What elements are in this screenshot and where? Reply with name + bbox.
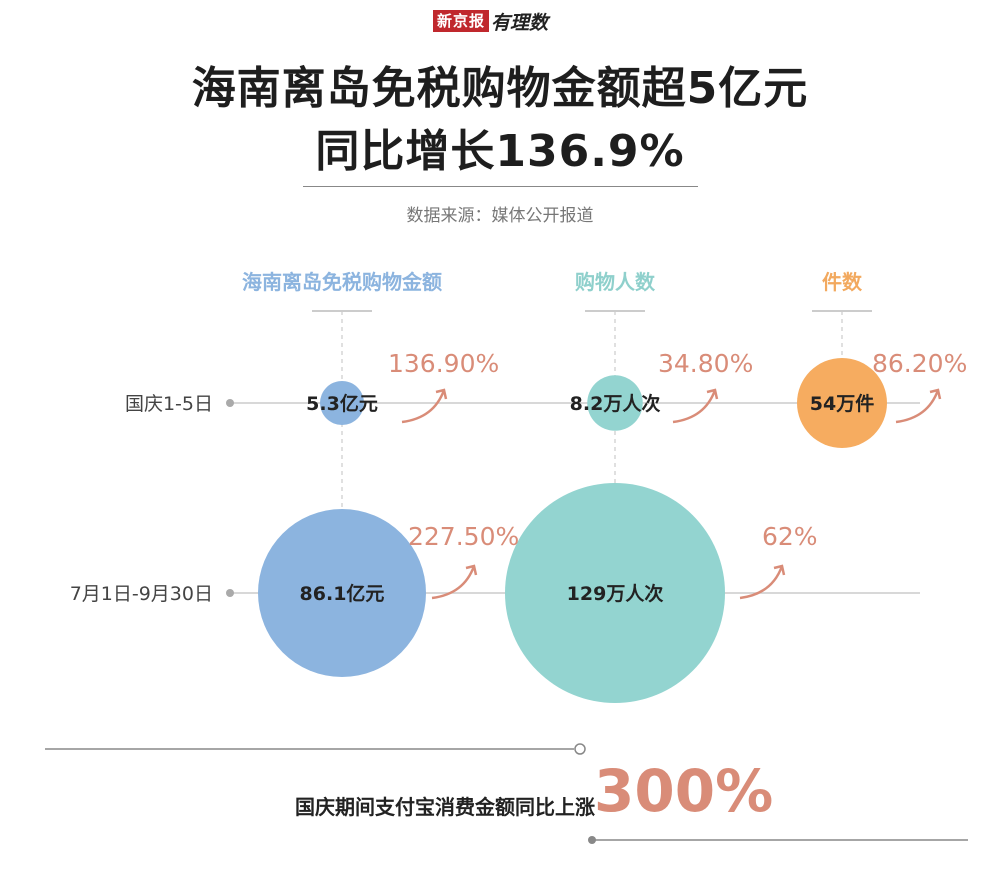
column-label: 海南离岛免税购物金额 [242, 270, 442, 294]
growth-arrow-head [773, 564, 786, 576]
row-guide-dot [226, 589, 234, 597]
title-divider [303, 186, 698, 187]
growth-arrow [431, 565, 476, 600]
growth-label: 136.90% [388, 349, 499, 378]
column-label: 件数 [822, 270, 863, 294]
bubble-value-label: 8.2万人次 [570, 392, 661, 415]
growth-label: 34.80% [658, 349, 753, 378]
footer-highlight: 300% [594, 757, 774, 825]
page-title-line1: 海南离岛免税购物金额超5亿元 [191, 63, 809, 114]
footer-line-bottom-dot [588, 836, 596, 844]
bubble-visitors [505, 483, 725, 703]
row-guide-dot [226, 399, 234, 407]
row-label: 国庆1-5日 [125, 393, 213, 415]
brand-logo: 新京报 有理数 [433, 8, 548, 34]
row-label: 7月1日-9月30日 [70, 583, 213, 605]
growth-arrow [672, 389, 717, 424]
bubble-value-label: 86.1亿元 [300, 582, 385, 605]
growth-arrow [401, 389, 446, 424]
growth-label: 227.50% [408, 522, 519, 551]
growth-arrow-head [465, 564, 478, 576]
growth-arrow-head [435, 388, 448, 400]
footer-line-top-dot [574, 743, 586, 755]
column-label: 购物人数 [575, 270, 656, 294]
data-source: 数据来源：媒体公开报道 [406, 206, 594, 226]
bubble-visitors [587, 375, 643, 431]
brand-sub: 有理数 [491, 11, 549, 34]
growth-arrow [739, 565, 784, 600]
growth-arrow-head [929, 388, 942, 400]
bubble-items [797, 358, 887, 448]
bubble-value-label: 5.3亿元 [306, 392, 378, 415]
page-title-line2: 同比增长136.9% [315, 126, 685, 177]
growth-arrow-head [706, 388, 719, 400]
growth-label: 62% [762, 522, 818, 551]
bubble-value-label: 54万件 [810, 392, 874, 415]
bubble-amount [320, 381, 364, 425]
growth-arrow [895, 389, 940, 424]
brand-name: 新京报 [433, 10, 490, 32]
bubble-amount [258, 509, 426, 677]
footer-text: 国庆期间支付宝消费金额同比上涨 [295, 795, 595, 819]
growth-label: 86.20% [872, 349, 967, 378]
bubble-value-label: 129万人次 [567, 582, 664, 605]
